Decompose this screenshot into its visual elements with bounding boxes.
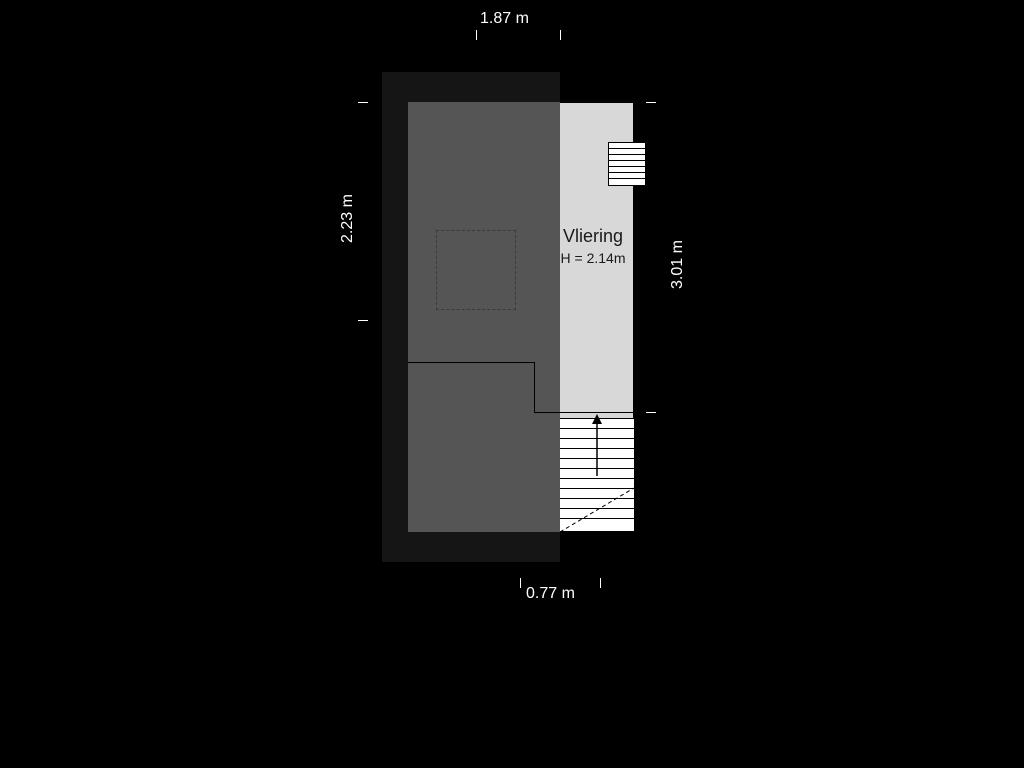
dim-right-label: 3.01 m xyxy=(669,229,687,289)
hatch-outline xyxy=(436,230,516,310)
room-height-label: H = 2.14m xyxy=(548,250,638,266)
dim-bottom-tick-2 xyxy=(600,578,601,588)
dim-top-label: 1.87 m xyxy=(480,10,529,28)
floorplan-canvas: Vliering H = 2.14m 1.87 m 2.23 m 3.01 m … xyxy=(0,0,1024,768)
dim-top-tick-1 xyxy=(476,30,477,40)
dim-top-tick-2 xyxy=(560,30,561,40)
lower-stairs xyxy=(560,418,634,532)
dim-left-tick-1 xyxy=(358,102,368,103)
dim-left-tick-2 xyxy=(358,320,368,321)
partition-line-1 xyxy=(408,362,534,363)
dim-bottom-tick-1 xyxy=(520,578,521,588)
dim-left-label: 2.23 m xyxy=(339,183,357,243)
dim-right-tick-1 xyxy=(646,102,656,103)
top-hatch xyxy=(608,142,646,186)
inner-room xyxy=(408,102,560,532)
stair-arrow-icon xyxy=(560,412,634,482)
dim-bottom-label: 0.77 m xyxy=(526,585,575,603)
room-name-label: Vliering xyxy=(548,226,638,247)
dim-right-tick-2 xyxy=(646,412,656,413)
partition-line-2 xyxy=(534,362,535,412)
